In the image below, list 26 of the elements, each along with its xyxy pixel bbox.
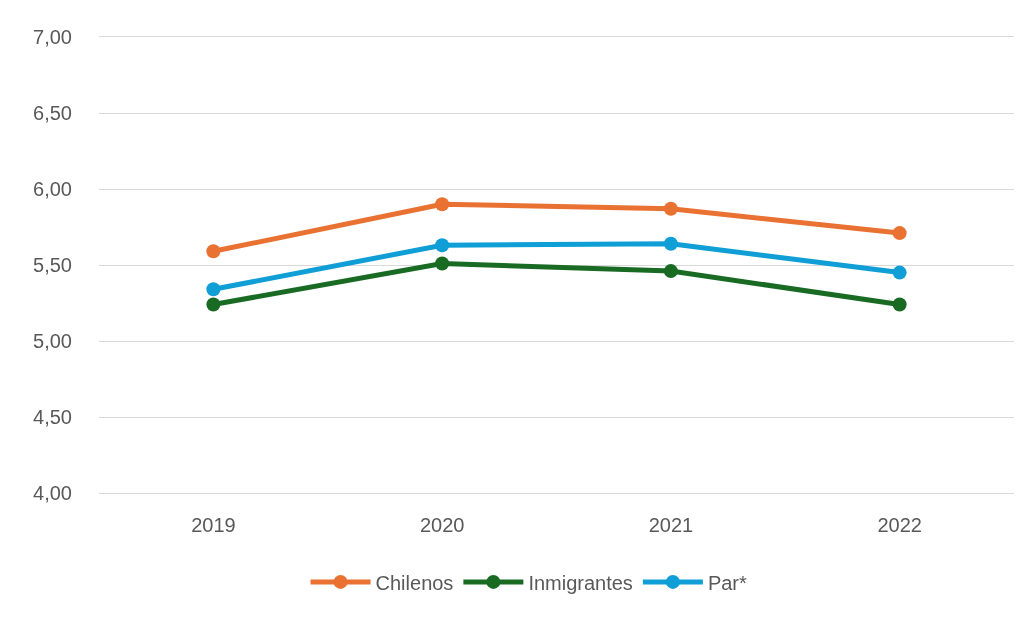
y-tick-label: 7,00 (33, 26, 72, 48)
point (435, 197, 450, 212)
point (663, 201, 678, 216)
y-tick-label: 6,00 (33, 178, 72, 200)
point (663, 236, 678, 251)
point (892, 297, 907, 312)
point (892, 265, 907, 280)
y-tick-label: 5,50 (33, 254, 72, 276)
point (206, 282, 221, 297)
y-tick-label: 6,50 (33, 102, 72, 124)
y-tick-label: 4,00 (33, 482, 72, 504)
point (892, 226, 907, 241)
legend-label: Inmigrantes (528, 571, 633, 594)
x-tick-label: 2019 (191, 514, 236, 537)
x-tick-label: 2021 (648, 514, 694, 537)
y-tick-label: 4,50 (33, 406, 72, 428)
legend-label: Par* (707, 571, 747, 594)
point (663, 264, 678, 279)
legend-label: Chilenos (375, 571, 454, 594)
y-tick-label: 5,00 (33, 330, 72, 352)
x-tick-label: 2022 (877, 514, 922, 537)
point (435, 238, 450, 253)
point (435, 256, 450, 271)
point (206, 244, 221, 259)
point (206, 297, 221, 312)
x-tick-label: 2020 (419, 514, 465, 537)
